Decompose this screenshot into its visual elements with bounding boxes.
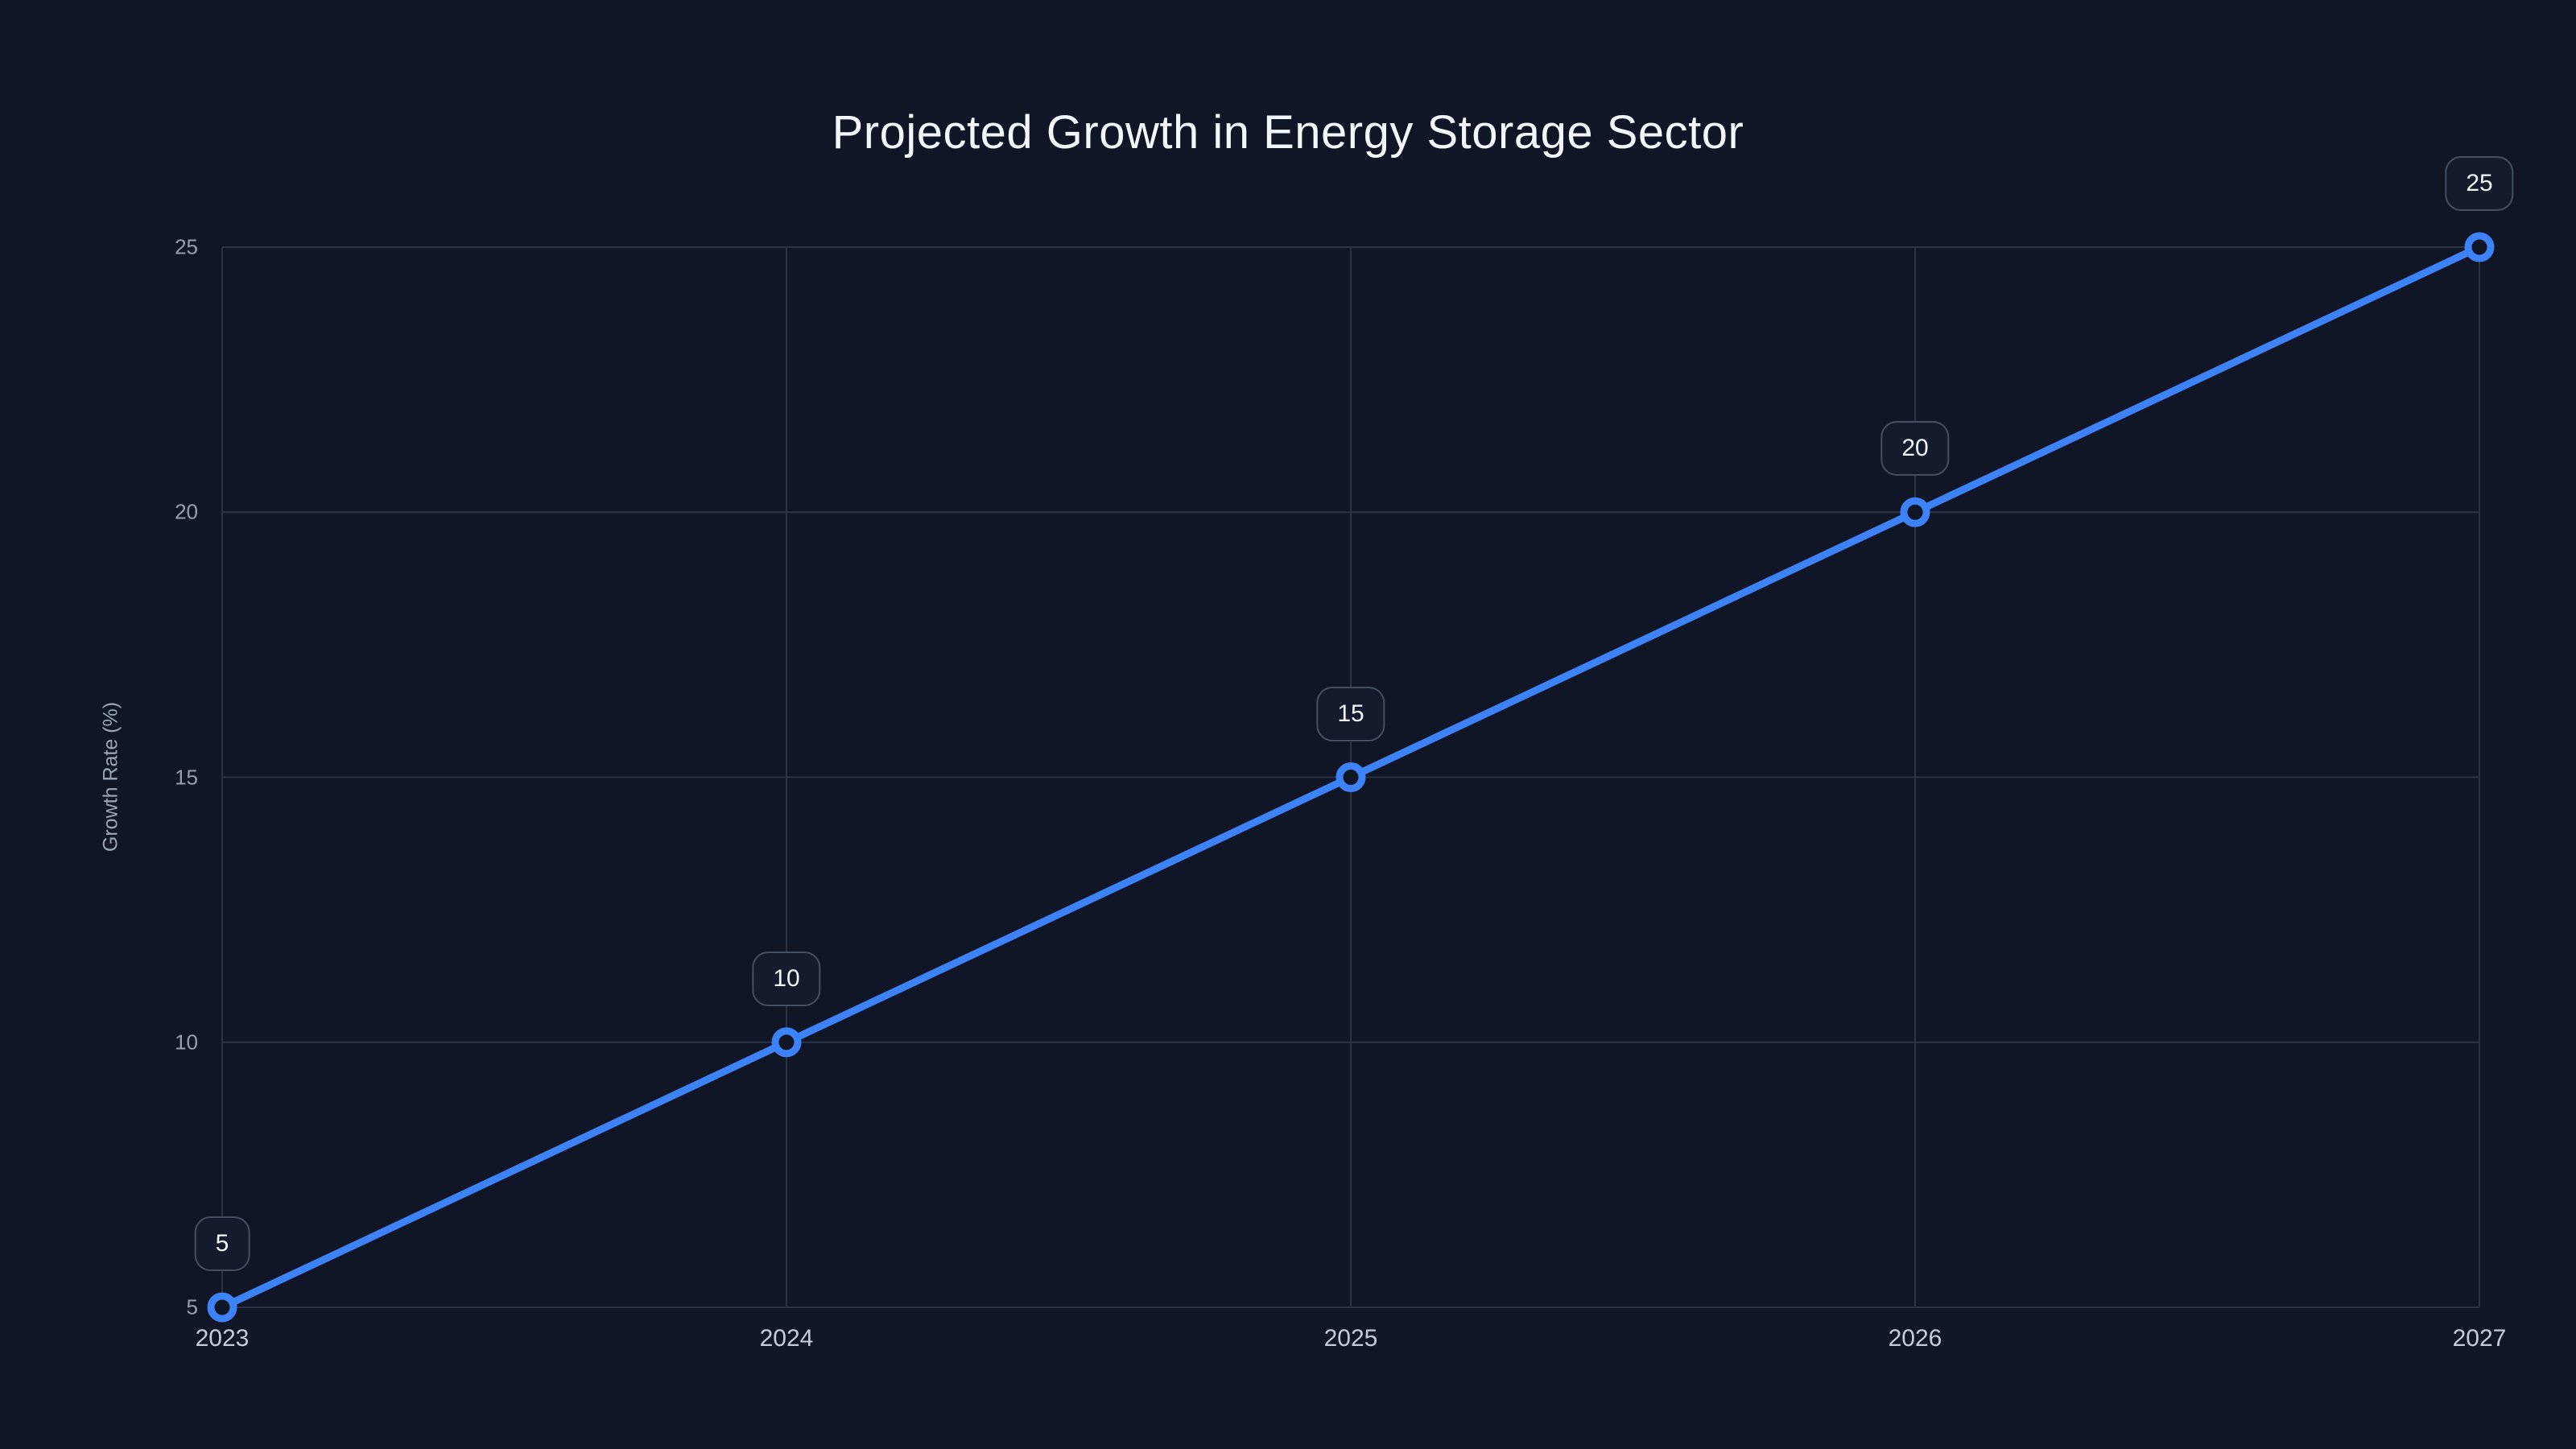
y-tick-label: 10 <box>175 1030 198 1055</box>
data-point[interactable] <box>1335 762 1366 792</box>
chart-title: Projected Growth in Energy Storage Secto… <box>832 106 1744 159</box>
x-tick-label: 2024 <box>759 1325 814 1352</box>
data-point[interactable] <box>2464 232 2495 262</box>
x-tick-label: 2025 <box>1323 1325 1378 1352</box>
data-point[interactable] <box>1900 497 1930 527</box>
point-label-badge: 15 <box>1316 686 1385 741</box>
point-label-badge: 10 <box>752 951 821 1006</box>
data-point[interactable] <box>207 1292 237 1323</box>
data-point[interactable] <box>771 1027 802 1058</box>
x-tick-label: 2027 <box>2452 1325 2507 1352</box>
y-tick-label: 25 <box>175 234 198 259</box>
y-tick-label: 5 <box>186 1294 198 1319</box>
point-label-badge: 20 <box>1880 421 1950 477</box>
point-label-badge: 5 <box>194 1216 250 1271</box>
x-tick-label: 2026 <box>1888 1325 1942 1352</box>
y-tick-label: 15 <box>175 765 198 789</box>
y-tick-label: 20 <box>175 499 198 524</box>
x-tick-label: 2023 <box>195 1325 250 1352</box>
point-label-badge: 25 <box>2445 156 2514 211</box>
